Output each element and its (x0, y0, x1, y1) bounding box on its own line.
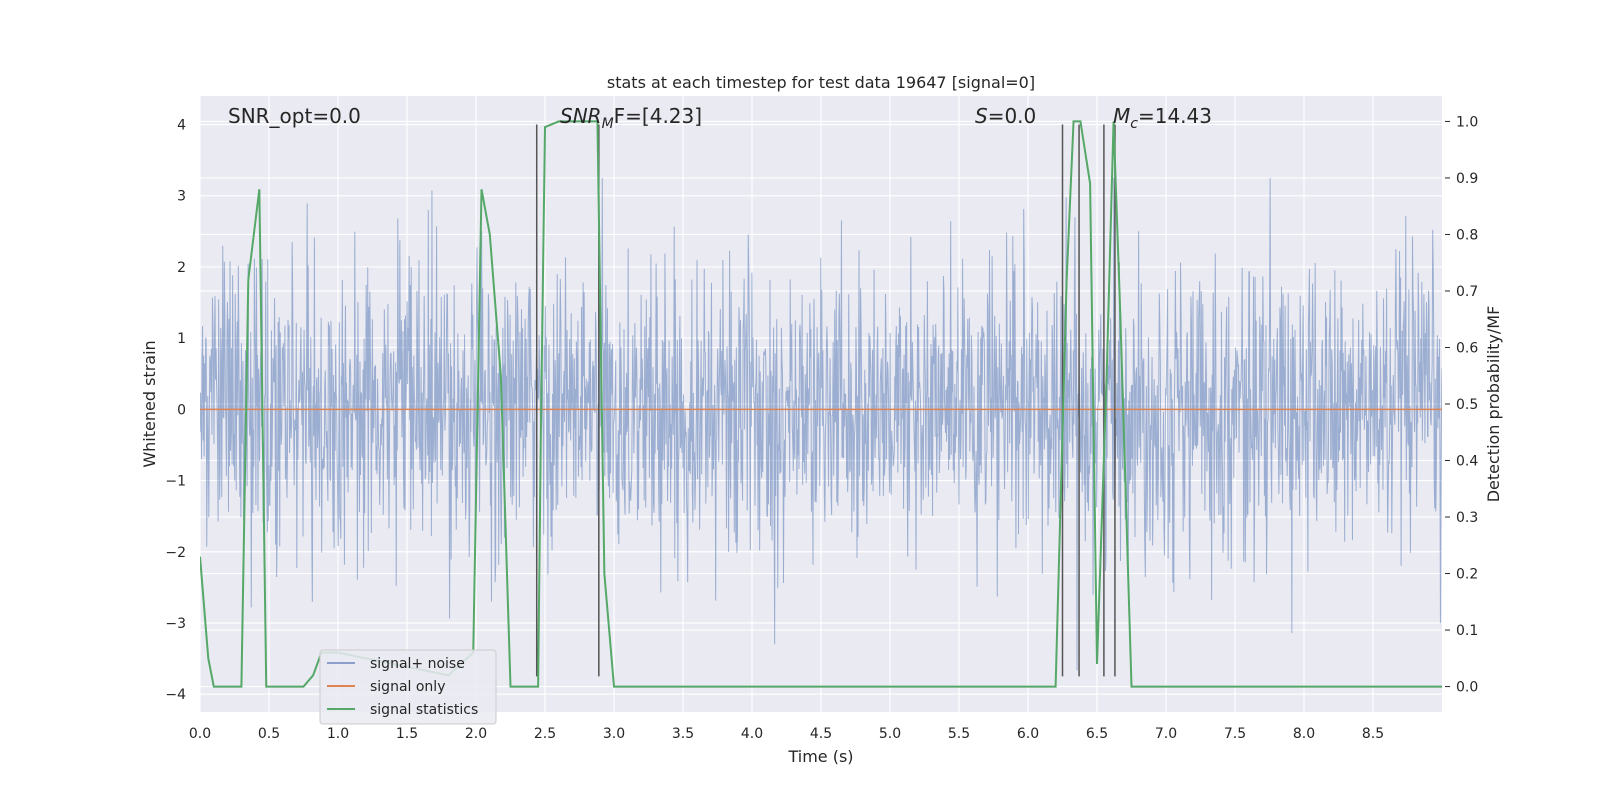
x-tick-label: 1.5 (396, 726, 418, 742)
x-tick-label: 4.0 (741, 726, 763, 742)
y-right-tick-label: 1.0 (1456, 114, 1478, 130)
annotation-snr-mf: SNRMF=[4.23] (560, 104, 702, 132)
y-left-tick-label: 4 (177, 117, 186, 133)
vertical-markers (535, 124, 1116, 677)
y-right-tick-label: 0.0 (1456, 680, 1478, 696)
y-right-axis-label: Detection probability/MF (1484, 306, 1503, 503)
plot-area (200, 120, 1442, 688)
x-tick-label: 3.5 (672, 726, 694, 742)
y-left-tick-labels: 4 3 2 1 0 −1 −2 −3 −4 (165, 117, 186, 703)
y-right-tick-label: 0.3 (1456, 510, 1478, 526)
legend-label-statistics: signal statistics (370, 702, 478, 718)
signal-plus-noise-line (200, 177, 1442, 671)
annotation-mc: Mc=14.43 (1113, 104, 1212, 132)
x-tick-label: 8.0 (1293, 726, 1315, 742)
x-tick-label: 7.5 (1224, 726, 1246, 742)
x-tick-label: 8.5 (1362, 726, 1384, 742)
legend: signal+ noise signal only signal statist… (319, 649, 497, 725)
y-left-tick-label: −1 (165, 474, 186, 490)
chart-title: stats at each timestep for test data 196… (607, 73, 1035, 92)
y-left-tick-label: 0 (177, 402, 186, 418)
x-tick-label: 7.0 (1155, 726, 1177, 742)
x-tick-labels: 0.0 0.5 1.0 1.5 2.0 2.5 3.0 3.5 4.0 4.5 5.0 5.5 6.0 6… (189, 726, 1384, 742)
y-right-tick-labels: 1.0 0.9 0.8 0.7 0.6 0.5 0.4 0.3 0.2 0.1 0.0 (1445, 114, 1478, 696)
x-tick-label: 6.5 (1086, 726, 1108, 742)
legend-label-signal-only: signal only (370, 679, 445, 695)
x-tick-label: 1.0 (327, 726, 349, 742)
x-tick-label: 4.5 (810, 726, 832, 742)
y-right-tick-label: 0.2 (1456, 567, 1478, 583)
y-right-tick-label: 0.8 (1456, 227, 1478, 243)
y-left-tick-label: 2 (177, 260, 186, 276)
x-tick-label: 6.0 (1017, 726, 1039, 742)
y-left-tick-label: −4 (165, 687, 186, 703)
signal-statistics-line (200, 120, 1442, 688)
y-left-tick-label: 3 (177, 189, 186, 205)
y-left-tick-label: −3 (165, 616, 186, 632)
x-tick-label: 2.0 (465, 726, 487, 742)
y-left-tick-label: 1 (177, 331, 186, 347)
x-tick-label: 3.0 (603, 726, 625, 742)
x-tick-label: 2.5 (534, 726, 556, 742)
y-right-tick-label: 0.5 (1456, 397, 1478, 413)
x-tick-label: 5.0 (879, 726, 901, 742)
y-right-tick-label: 0.7 (1456, 284, 1478, 300)
y-right-tick-label: 0.6 (1456, 340, 1478, 356)
x-tick-label: 0.5 (258, 726, 280, 742)
x-axis-label: Time (s) (787, 747, 853, 766)
legend-box (319, 649, 497, 725)
y-right-tick-label: 0.9 (1456, 171, 1478, 187)
x-tick-label: 0.0 (189, 726, 211, 742)
annotation-s: S=0.0 (975, 104, 1036, 128)
legend-label-noise: signal+ noise (370, 656, 465, 672)
y-left-axis-label: Whitened strain (140, 340, 159, 467)
x-tick-label: 5.5 (948, 726, 970, 742)
y-right-tick-label: 0.1 (1456, 623, 1478, 639)
y-right-tick-label: 0.4 (1456, 454, 1478, 470)
y-left-tick-label: −2 (165, 545, 186, 561)
signal-statistics-series (200, 120, 1442, 688)
noise-series (200, 177, 1442, 671)
annotation-snr-opt: SNR_opt=0.0 (228, 104, 361, 128)
